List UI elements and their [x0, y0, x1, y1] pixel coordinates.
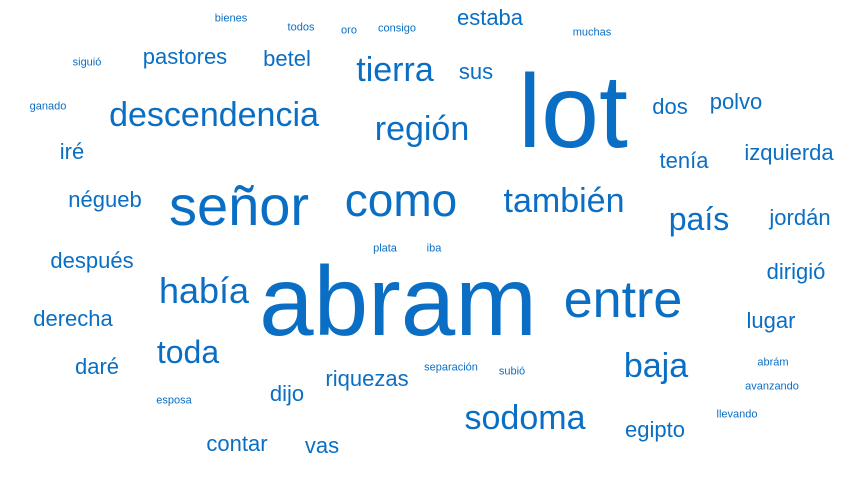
word: región [374, 110, 470, 148]
word: dirigió [766, 259, 826, 284]
word: abram [259, 246, 537, 356]
word: izquierda [744, 140, 834, 165]
word: después [50, 248, 134, 273]
word: lot [518, 54, 628, 170]
word: descendencia [109, 96, 319, 134]
word: estaba [456, 5, 524, 30]
word: avanzando [745, 380, 799, 393]
word: señor [168, 174, 310, 237]
word: muchas [572, 26, 612, 39]
word: país [668, 201, 730, 237]
word: polvo [709, 89, 763, 114]
word: como [344, 174, 458, 226]
word: siguió [72, 56, 102, 69]
word: riquezas [325, 366, 409, 391]
word: todos [287, 21, 315, 34]
word: dos [652, 94, 688, 119]
word: iba [426, 242, 442, 255]
word: baja [623, 347, 689, 385]
word: négueb [68, 187, 142, 212]
word: bienes [214, 12, 248, 25]
word: tierra [356, 51, 434, 89]
word: subió [498, 365, 526, 378]
word: egipto [625, 417, 685, 442]
word: separación [424, 361, 478, 374]
word: vas [304, 433, 340, 458]
word: contar [206, 431, 268, 456]
word: iré [59, 139, 85, 164]
word: toda [156, 334, 220, 370]
word: lugar [746, 308, 796, 333]
word: había [158, 270, 250, 311]
word: derecha [33, 306, 113, 331]
word: oro [341, 24, 357, 37]
word: consigo [378, 22, 416, 35]
word: entre [563, 271, 683, 329]
word: esposa [156, 394, 192, 407]
word: plata [373, 242, 397, 255]
word: daré [74, 354, 120, 379]
word: llevando [716, 408, 758, 421]
word: sus [458, 59, 494, 84]
word: también [503, 182, 625, 220]
word: pastores [142, 44, 228, 69]
word: betel [263, 46, 311, 71]
word: jordán [769, 205, 831, 230]
word: sodoma [464, 399, 586, 437]
word: ganado [29, 100, 67, 113]
word: abrám [757, 356, 789, 369]
word: tenía [659, 148, 709, 173]
word: dijo [269, 381, 305, 406]
